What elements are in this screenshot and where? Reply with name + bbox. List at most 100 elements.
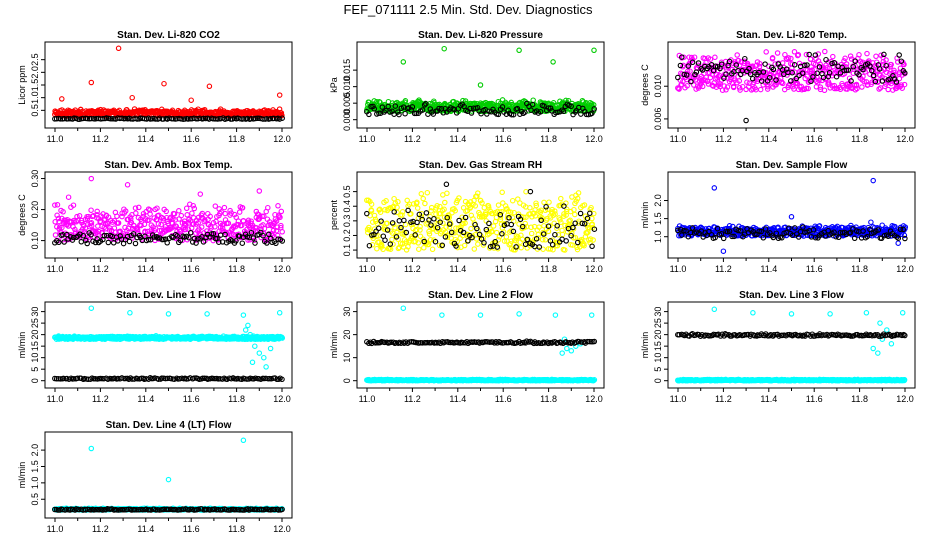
data-point [276,310,283,316]
data-point [902,235,908,242]
data-point [115,45,122,52]
data-point [84,115,91,122]
x-tick-label: 12.0 [585,134,603,144]
x-tick-label: 11.4 [137,134,154,144]
y-axis-label: ml/min [17,332,27,359]
data-point [528,230,535,237]
data-point [59,96,65,102]
y-axis-label: ml/min [640,202,650,229]
x-tick-label: 11.4 [137,264,154,274]
data-point [473,236,480,242]
data-point [558,195,564,202]
x-tick-label: 11.0 [359,134,376,144]
data-point [242,327,249,333]
data-point [165,311,172,317]
data-point [774,50,781,56]
chart-panel-4: Stan. Dev. Amb. Box Temp.11.0 11.2 11.4 11.… [17,160,293,274]
data-point [430,111,437,117]
data-point [400,59,407,65]
data-point [78,239,85,245]
y-tick-label: 30 [30,307,40,317]
x-tick-label: 11.0 [47,264,64,274]
y-tick-label: 0.005 [342,92,352,115]
data-point [720,248,727,254]
data-point [222,210,228,217]
data-point [763,49,769,55]
data-point [723,87,729,93]
data-point [240,312,247,318]
plot-frame [44,301,293,389]
data-point [728,74,735,81]
data-point [88,305,95,311]
y-axis-label: kPa [329,77,339,93]
data-point [541,103,547,109]
data-point [188,97,194,103]
data-point [475,241,481,247]
data-point [477,82,484,88]
x-tick-label: 11.2 [92,394,109,404]
data-point [414,107,421,113]
data-point [419,107,426,113]
data-point [762,61,768,67]
data-point [133,210,139,216]
data-point [822,48,828,55]
data-point [788,214,795,220]
data-point [745,84,752,90]
y-tick-label: 1.5 [30,79,40,92]
data-point [405,207,411,214]
data-point [436,105,442,112]
y-axis-label: degrees C [17,194,27,236]
y-tick-label: 0.3 [342,215,352,228]
data-point [414,205,421,211]
data-point [275,203,281,209]
x-tick-label: 11.2 [404,264,421,274]
data-point [589,215,595,222]
data-point [486,220,492,227]
data-point [249,359,256,366]
data-point [237,115,243,122]
panel-title: Stan. Dev. Sample Flow [736,160,848,171]
data-point [376,110,382,116]
x-tick-label: 12.0 [585,264,603,274]
panel-title: Stan. Dev. Gas Stream RH [419,160,542,171]
data-point [738,59,744,65]
data-point [389,236,395,243]
data-point [529,101,536,108]
x-tick-label: 11.8 [228,394,245,404]
data-point [757,86,764,93]
data-point [706,69,713,76]
x-tick-label: 11.6 [806,134,823,144]
data-point [189,210,195,216]
data-point [483,218,489,224]
data-point [499,189,505,196]
data-point [468,225,474,232]
data-point [541,199,547,206]
data-point [736,78,743,84]
data-point [421,245,427,251]
data-point [88,79,95,86]
data-point [859,84,865,90]
y-tick-label: 1.0 [30,91,40,104]
data-point [371,106,378,112]
data-point [699,78,706,85]
data-point [276,92,283,98]
figure-title: FEF_071111 2.5 Min. Std. Dev. Diagnostic… [343,2,593,17]
x-tick-label: 11.2 [715,134,732,144]
data-point [675,74,681,81]
data-point [591,106,597,112]
series-cyan [52,305,286,370]
chart-panel-3: Stan. Dev. Li-820 Temp.11.0 11.2 11.4 11.6 1… [640,30,916,144]
data-point [244,115,251,122]
data-point [471,246,478,252]
data-point [408,107,414,113]
data-point [730,84,737,91]
data-point [495,111,502,118]
x-tick-label: 11.8 [851,264,868,274]
data-point [197,115,203,122]
y-tick-label: 10 [30,353,40,363]
data-point [509,197,516,204]
x-tick-label: 11.4 [449,264,466,274]
